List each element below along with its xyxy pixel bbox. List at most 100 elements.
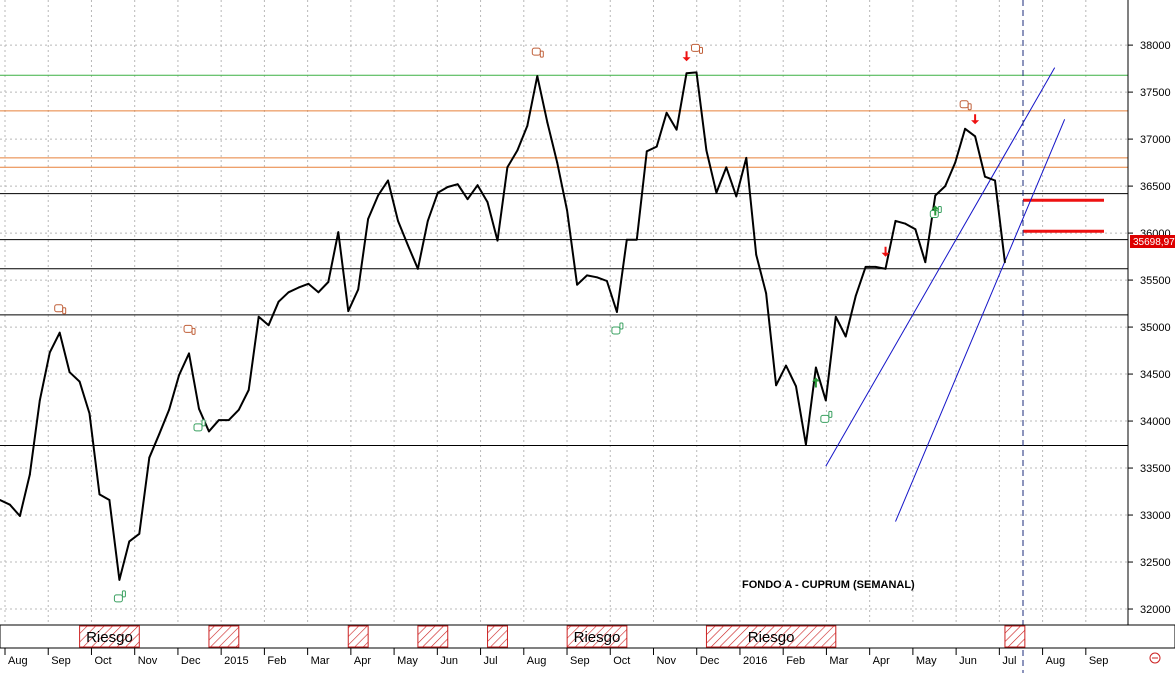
price-point [247,389,250,391]
price-point [625,238,628,241]
signal-markers [54,43,980,603]
thumb-up-thumb [121,590,126,598]
thumb-up-thumb [619,322,624,330]
price-point [974,135,976,138]
y-tick-label: 32000 [1140,604,1171,616]
thumb-down-icon [531,47,544,58]
price-point [237,408,240,411]
price-point [805,443,807,446]
price-point [307,282,310,285]
y-tick-label: 36500 [1140,181,1171,193]
last-value-tag: 35698,97 [1130,235,1175,248]
thumb-up-icon [820,410,833,423]
price-point [526,125,529,127]
thumb-up-icon [193,419,206,432]
last-value-label: 35698,97 [1133,237,1175,248]
price-point [954,161,957,164]
arrow-up-icon [931,205,940,216]
x-tick-label: Feb [267,655,286,667]
price-point [775,384,777,387]
price-point [148,456,151,459]
price-point [68,371,71,374]
risk-band [347,625,369,648]
price-point [964,127,967,130]
x-axis: Aug Sep Oct Nov Dec 2015 Feb Mar Apr May Jun Jul Aug… [0,647,1175,667]
price-point [546,121,549,124]
price-point [606,280,608,282]
x-tick-label: Feb [786,655,805,667]
y-tick-label: 35500 [1140,275,1171,287]
x-tick-label: 2015 [224,655,248,667]
price-point [287,291,290,294]
channel-line-lower [895,119,1066,522]
price-point [924,261,927,264]
y-tick-label: 34000 [1140,416,1171,428]
thumb-up-thumb [828,410,833,418]
price-point [755,253,758,256]
x-tick-label: 2016 [743,655,767,667]
price-point [456,183,459,186]
price-point [765,292,768,295]
price-point [685,72,688,75]
thumb-up-fist [113,594,123,603]
price-point [9,503,11,506]
thumb-down-thumb [967,103,972,111]
price-point [486,201,489,203]
arrow-up-icon [811,377,820,388]
price-point [367,218,370,220]
price-point [108,499,111,501]
price-point [426,219,429,222]
price-point [815,366,817,369]
price-point [994,179,996,182]
price-point [267,324,270,327]
price-point [277,300,280,303]
price-point [496,239,499,242]
thumb-up-fist [611,326,621,335]
grid [0,0,1128,625]
price-point [576,283,578,286]
price-point [446,186,449,188]
x-tick-label: Jun [440,655,458,667]
risk-band [208,625,240,648]
price-point [357,288,360,291]
y-tick-label: 38000 [1140,40,1171,52]
thumb-up-icon [113,590,126,603]
y-tick-label: 34500 [1140,369,1171,381]
x-tick-label: Nov [138,655,158,667]
price-point [317,291,320,294]
price-point [407,244,409,247]
thumb-down-thumb [539,50,544,58]
x-tick-label: Apr [354,655,371,667]
trend-channel [825,67,1066,522]
thumb-up-icon [611,322,624,335]
close-icon-circle [1149,652,1161,664]
price-point [596,276,598,279]
price-point [715,191,718,194]
price-point [556,161,559,164]
thumb-down-fist [54,304,64,313]
price-point [725,166,728,169]
price-point [536,75,539,78]
price-point [38,399,41,402]
last-value-tag-bg [1130,235,1175,248]
price-point [785,364,787,367]
thumb-down-fist [959,100,969,109]
price-point [168,408,171,411]
price-point [337,231,340,234]
thumb-down-fist [183,324,193,333]
x-tick-label: Sep [1089,655,1109,667]
thumb-down-fist [691,43,700,52]
price-point [745,156,748,159]
thumb-down-thumb [699,46,703,54]
thumb-down-icon [959,100,972,111]
price-point [88,412,91,415]
x-tick-label: Jun [959,655,977,667]
chart-close-icon[interactable] [1149,652,1161,664]
thumb-down-thumb [191,327,196,335]
price-point [476,184,479,187]
price-point [158,433,161,436]
price-point [884,267,887,270]
price-point [735,195,738,198]
price-point [675,128,678,131]
price-point [914,228,917,231]
